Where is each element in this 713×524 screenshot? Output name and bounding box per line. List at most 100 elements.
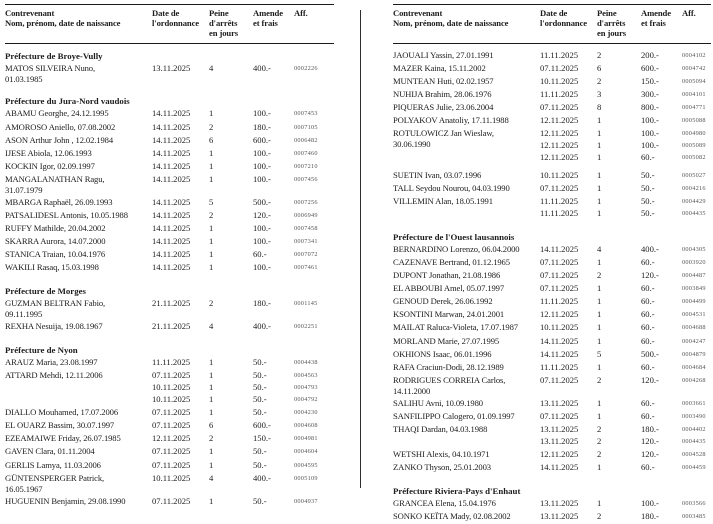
offender-row: PATSALIDESL Antonis, 10.05.1988 14.11.202… [5,210,334,222]
header-cell-contrevenant-line: Contrevenant [393,8,443,18]
ordinance-date: 14.11.2025 [152,121,191,132]
arrest-days: 4 [209,62,214,73]
ordinance-entry: 12.11.2025 1 100.- 0005088 [540,115,711,127]
offender-name-line: ABAMU Georghe, 24.12.1995 [5,108,109,119]
fine-amount: 50.- [253,370,267,381]
case-number: 0004101 [682,90,706,98]
fine-amount: 50.- [641,169,655,180]
ordinance-entry: 13.11.2025 4 400.- 0002226 [152,63,334,75]
arrest-days: 1 [597,196,602,207]
offender-name-line: ZANKO Thyson, 25.01.2003 [393,462,491,473]
arrest-days: 1 [597,207,602,218]
offender-name-line: RODRIGUES CORREIA Carlos, [393,374,506,385]
ordinance-entry: 07.11.2025 2 120.- 0004268 [540,375,711,387]
offender-name: MUNTEAN Huti, 02.02.1957 [393,76,540,88]
section-heading: Préfecture de Nyon [5,345,78,356]
arrest-days: 6 [209,134,214,145]
fine-amount: 100.- [641,140,659,151]
ordinance-entry: 12.11.2025 1 60.- 0004531 [540,309,711,321]
offender-name: GÜNTENSPERGER Patrick, 16.05.1967 [5,473,152,495]
ordinance-date: 12.11.2025 [152,433,191,444]
arrest-days: 1 [209,407,214,418]
ordinance-entry: 07.11.2025 1 50.- 0004595 [152,460,334,472]
case-number: 0003920 [682,258,706,266]
offender-name-line: GUZMAN BELTRAN Fabio, [5,298,106,309]
ordinance-entries: 07.11.2025 1 50.- 0004563 10.11.2025 1 50.- 000… [152,370,334,406]
ordinance-entries: 07.11.2025 1 50.- 0004937 [152,496,334,508]
case-number: 0001145 [294,300,318,308]
offender-name: THAQI Dardan, 04.03.1988 [393,424,540,448]
header-cell-amende-frais: Amende et frais [641,8,682,39]
ordinance-entries: 21.11.2025 2 180.- 0001145 [152,298,334,320]
ordinance-date: 07.11.2025 [540,283,579,294]
offender-name: MAILAT Raluca-Violeta, 17.07.1987 [393,322,540,334]
offender-row: OKHIONS Isaac, 06.01.1996 14.11.2025 5 500.… [393,349,711,361]
offender-name-line: BERNARDINO Lorenzo, 06.04.2000 [393,243,520,254]
ordinance-entries: 07.11.2025 1 60.- 0003920 [540,257,711,269]
arrest-days: 1 [597,151,602,162]
ordinance-entry: 14.11.2025 1 100.- 0007456 [152,174,334,186]
case-number: 0007460 [294,149,318,157]
offender-name: EL OUARZ Bassim, 30.07.1997 [5,420,152,432]
ordinance-date: 07.11.2025 [540,182,579,193]
ordinance-date: 14.11.2025 [152,108,191,119]
case-number: 0004980 [682,130,706,138]
offender-row: MAILAT Raluca-Violeta, 17.07.1987 10.11.2… [393,322,711,334]
ordinance-date: 07.11.2025 [540,270,579,281]
case-number: 0004563 [294,372,318,380]
arrest-days: 1 [209,357,214,368]
offender-name: OKHIONS Isaac, 06.01.1996 [393,349,540,361]
offender-name: BERNARDINO Lorenzo, 06.04.2000 [393,244,540,256]
offender-name: CAZENAVE Bertrand, 01.12.1965 [393,257,540,269]
offender-row: SONKO KEÏTA Mady, 02.08.2002 13.11.2025 2 1… [393,511,711,523]
header-cell-amende-frais-line: et frais [641,18,666,29]
case-number: 0004305 [682,245,706,253]
case-number: 0007456 [294,175,318,183]
ordinance-entries: 13.11.2025 1 100.- 0003566 [540,498,711,510]
ordinance-entries: 07.11.2025 6 600.- 0004742 [540,63,711,75]
offender-row: PIQUERAS Julie, 23.06.2004 07.11.2025 8 800… [393,102,711,114]
fine-amount: 180.- [641,511,659,522]
arrest-days: 1 [209,223,214,234]
header-cell-peine-arrets-line: en jours [209,28,239,39]
case-number: 0005088 [682,117,706,125]
offender-name-line: STANICA Traian, 10.04.1976 [5,249,106,260]
case-number: 0004981 [294,435,318,443]
offender-row: REXHA Nesuija, 19.08.1967 21.11.2025 4 400.… [5,321,334,333]
fine-amount: 500.- [253,196,271,207]
offender-name-line: IJESE Abiola, 12.06.1993 [5,147,92,158]
fine-amount: 100.- [253,223,271,234]
offender-row: POLYAKOV Anatoliy, 17.11.1988 12.11.2025 1… [393,115,711,127]
offender-row: MBARGA Raphaël, 26.09.1993 14.11.2025 5 500… [5,197,334,209]
fine-amount: 50.- [253,382,267,393]
arrest-days: 1 [597,361,602,372]
arrest-days: 6 [209,420,214,431]
arrest-days: 1 [209,370,214,381]
case-number: 0006482 [294,136,318,144]
arrest-days: 1 [597,410,602,421]
table-header: Contrevenant Nom, prénom, date de naissan… [393,4,711,44]
ordinance-date: 12.11.2025 [540,449,579,460]
offender-name-line: SONKO KEÏTA Mady, 02.08.2002 [393,511,511,522]
offender-name: WAKILI Rasaq, 15.03.1998 [5,262,152,274]
arrest-days: 4 [597,243,602,254]
offender-name-line: GRANCEA Elena, 15.04.1976 [393,498,496,509]
offender-name-line: EZEAMAIWE Friday, 26.07.1985 [5,433,121,444]
case-number: 0004459 [682,464,706,472]
arrest-days: 2 [209,298,214,309]
offender-row: WETSHI Alexis, 04.10.1971 12.11.2025 2 120.… [393,449,711,461]
ordinance-entry: 12.11.2025 2 150.- 0004981 [152,433,334,445]
ordinance-entries: 07.11.2025 6 600.- 0004608 [152,420,334,432]
ordinance-entries: 13.11.2025 2 180.- 0003485 [540,511,711,523]
ordinance-entries: 07.11.2025 2 120.- 0004487 [540,270,711,282]
case-number: 0004604 [294,448,318,456]
ordinance-entry: 07.11.2025 8 800.- 0004771 [540,102,711,114]
ordinance-entry: 14.11.2025 1 100.- 0007461 [152,262,334,274]
offender-name: AMOROSO Aniello, 07.08.2002 [5,122,152,134]
arrest-days: 2 [597,270,602,281]
section-heading: Préfecture Riviera-Pays d'Enhaut [393,486,521,497]
offender-name: GRANCEA Elena, 15.04.1976 [393,498,540,510]
section-heading: Préfecture du Jura-Nord vaudois [5,96,130,107]
ordinance-entries: 14.11.2025 1 60.- 0004247 [540,336,711,348]
offender-name: POLYAKOV Anatoliy, 17.11.1988 [393,115,540,127]
